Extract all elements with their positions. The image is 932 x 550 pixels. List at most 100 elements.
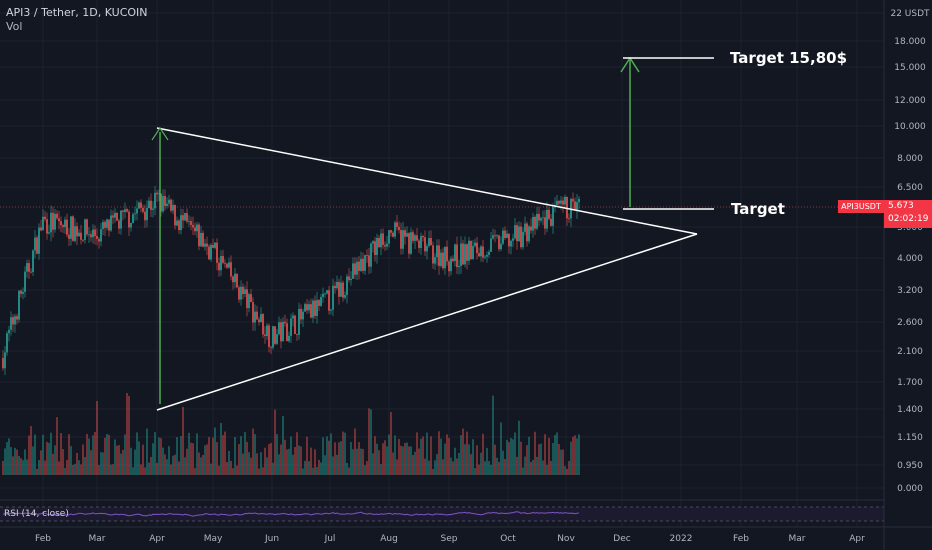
- volume-bar: [262, 467, 264, 475]
- volume-bar: [458, 452, 460, 475]
- candle-body: [238, 287, 240, 300]
- volume-bar: [492, 395, 494, 475]
- volume-bar: [338, 442, 340, 475]
- price-tick-label: 3.200: [897, 286, 923, 296]
- volume-bar: [120, 453, 122, 475]
- candle-body: [412, 232, 414, 241]
- volume-bar: [88, 438, 90, 475]
- volume-bar: [480, 452, 482, 475]
- candle-body: [192, 224, 194, 228]
- volume-bar: [500, 422, 502, 475]
- candle-body: [76, 226, 78, 237]
- candle-body: [398, 226, 400, 231]
- volume-bar: [336, 454, 338, 475]
- candle-body: [578, 198, 580, 203]
- candle-body: [480, 246, 482, 257]
- volume-bar: [478, 464, 480, 475]
- volume-bar: [40, 450, 42, 475]
- candle-body: [542, 217, 544, 219]
- price-tick-label: 4.000: [897, 254, 923, 264]
- candle-body: [140, 202, 142, 208]
- volume-bar: [38, 459, 40, 475]
- volume-bar: [180, 436, 182, 475]
- volume-bar: [384, 440, 386, 475]
- volume-bar: [182, 406, 184, 475]
- volume-bar: [532, 459, 534, 475]
- candle-body: [404, 230, 406, 237]
- volume-bar: [128, 395, 130, 475]
- candle-body: [234, 273, 236, 283]
- volume-bar: [188, 432, 190, 475]
- triangle-lower-trendline[interactable]: [156, 233, 698, 411]
- volume-bar: [452, 461, 454, 475]
- price-tick-label: 1.150: [897, 433, 923, 443]
- candle-body: [308, 304, 310, 311]
- volume-bar: [484, 461, 486, 475]
- volume-bar: [220, 423, 222, 475]
- volume-bar: [392, 452, 394, 475]
- volume-bar: [54, 445, 56, 475]
- volume-bar: [430, 436, 432, 475]
- volume-bar: [14, 447, 16, 475]
- candle-body: [168, 199, 170, 204]
- volume-bar: [234, 437, 236, 475]
- candle-body: [284, 321, 286, 324]
- volume-bar: [380, 464, 382, 475]
- volume-bar: [28, 435, 30, 475]
- candle-body: [438, 245, 440, 266]
- candle-body: [170, 199, 172, 211]
- volume-bar: [546, 464, 548, 475]
- volume-bar: [216, 442, 218, 475]
- volume-bar: [322, 437, 324, 475]
- candle-body: [236, 273, 238, 288]
- volume-bar: [370, 409, 372, 475]
- candle-body: [264, 334, 266, 336]
- candle-body: [60, 221, 62, 226]
- volume-bar: [144, 467, 146, 475]
- volume-bar: [538, 444, 540, 475]
- price-tick-label: 22 USDT: [890, 9, 930, 19]
- volume-bar: [208, 437, 210, 475]
- volume-bar: [146, 428, 148, 475]
- triangle-upper-trendline[interactable]: [156, 127, 698, 235]
- candle-body: [126, 209, 128, 212]
- volume-bar: [542, 460, 544, 475]
- volume-bar: [518, 420, 520, 475]
- price-tick-label: 2.600: [897, 318, 923, 328]
- candle-body: [514, 225, 516, 239]
- volume-bar: [544, 434, 546, 475]
- candle-body: [446, 246, 448, 262]
- candle-body: [132, 214, 134, 223]
- price-axis[interactable]: 22 USDT 18.000 15.000 12.000 10.000 8.000 6.50…: [890, 9, 930, 494]
- candle-body: [522, 231, 524, 248]
- rsi-label[interactable]: RSI (14, close): [4, 509, 69, 519]
- time-axis[interactable]: Feb Mar Apr May Jun Jul Aug Sep Oct Nov Dec 2022 Feb…: [35, 534, 865, 544]
- volume-bar: [574, 435, 576, 475]
- volume-bar: [526, 445, 528, 475]
- candle-body: [32, 250, 34, 272]
- volume-bar: [382, 443, 384, 475]
- candle-body: [134, 213, 136, 215]
- volume-bar: [94, 431, 96, 475]
- volume-label: Vol: [6, 20, 23, 33]
- candle-body: [470, 240, 472, 260]
- volume-bar: [72, 464, 74, 475]
- chart-legend: API3 / Tether, 1D, KUCOIN Vol: [6, 6, 148, 34]
- candle-body: [476, 242, 478, 254]
- candle-body: [378, 237, 380, 248]
- candle-body: [568, 218, 570, 220]
- volume-bar: [42, 434, 44, 475]
- volume-bar: [442, 459, 444, 475]
- volume-bar: [84, 457, 86, 475]
- volume-bar: [426, 432, 428, 475]
- candle-body: [536, 213, 538, 229]
- volume-bar: [386, 446, 388, 475]
- candle-body: [432, 245, 434, 264]
- candle-body: [64, 219, 66, 228]
- volume-bar: [44, 460, 46, 475]
- volume-bar: [436, 454, 438, 475]
- volume-bar: [402, 446, 404, 475]
- candle-body: [62, 225, 64, 228]
- symbol-title[interactable]: API3 / Tether, 1D, KUCOIN: [6, 6, 148, 19]
